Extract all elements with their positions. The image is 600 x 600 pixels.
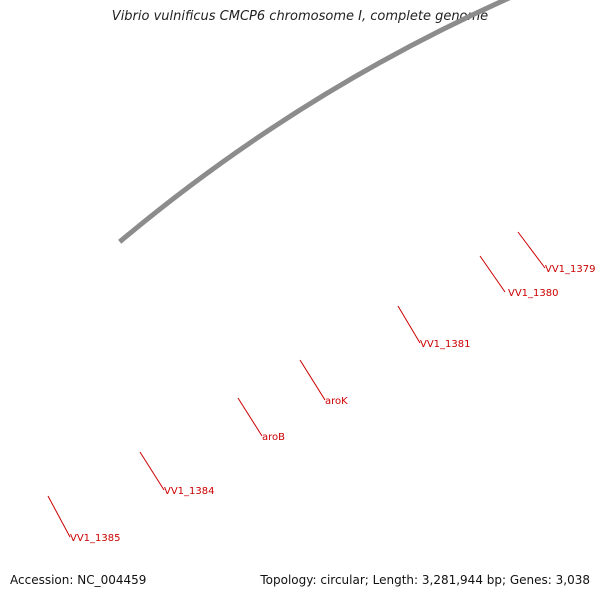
accession-label: Accession: NC_004459: [10, 573, 147, 587]
gene-leader-line: [299, 359, 326, 401]
gene-label: VV1_1385: [70, 533, 121, 544]
backbone-ring: [118, 0, 511, 244]
ring-layer: [118, 0, 511, 244]
gene-label: VV1_1384: [164, 486, 215, 497]
gene-leader-line: [139, 451, 165, 491]
gene-leader-line: [517, 231, 546, 269]
gene-label: VV1_1381: [420, 339, 471, 350]
gene-label: aroB: [262, 432, 285, 443]
gene-leader-line: [479, 255, 506, 293]
genome-stats: Topology: circular; Length: 3,281,944 bp…: [260, 573, 590, 587]
gene-leader-line: [397, 305, 421, 344]
gene-label: VV1_1379: [545, 264, 596, 275]
label-layer: 1363 kbp1364 kbp1365 kbp1366 kbp1367 kbp…: [47, 231, 596, 544]
gene-leader-line: [47, 495, 71, 538]
gene-label: aroK: [325, 396, 348, 407]
map-title: Vibrio vulnificus CMCP6 chromosome I, co…: [111, 9, 489, 24]
gene-label: VV1_1380: [508, 288, 559, 299]
gene-leader-line: [237, 397, 263, 437]
